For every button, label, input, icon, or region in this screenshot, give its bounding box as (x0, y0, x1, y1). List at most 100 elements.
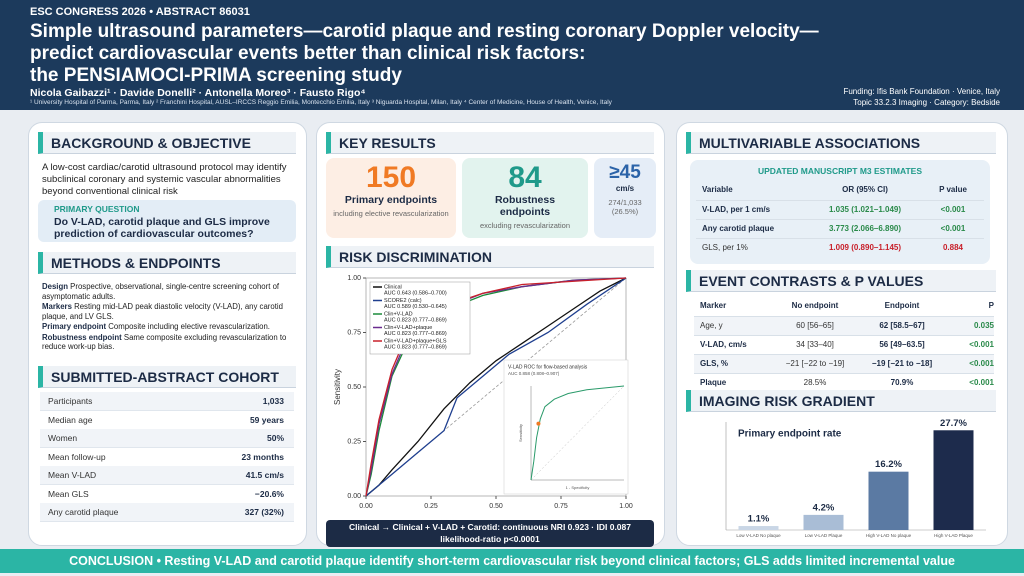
card-number: 84 (508, 161, 542, 194)
bar-chart: Primary endpoint rate 1.1% Low V-LAD No pl… (725, 418, 986, 538)
table-cell: 1.009 (0.890–1.145) (828, 243, 902, 252)
cohort-row: Participants 1,033 (40, 392, 294, 411)
result-card: 84 Robustness endpoints excluding revascul… (462, 158, 588, 238)
category-label: High V-LAD Plaque (934, 533, 973, 538)
bar (868, 471, 909, 530)
affiliations: ¹ University Hospital of Parma, Parma, I… (30, 99, 612, 106)
table-cell: <0.001 (969, 359, 994, 368)
table-cell: 0.035 (973, 321, 994, 330)
cohort-row: Mean V-LAD 41.5 cm/s (40, 466, 294, 485)
table-row-bg (694, 354, 994, 373)
x-tick-label: 0.25 (424, 503, 438, 510)
cohort-table: Participants 1,033 Median age 59 years Women… (40, 392, 294, 522)
table-header: P (988, 301, 994, 310)
inset-cutoff (536, 421, 541, 426)
table-row-bg (696, 219, 984, 238)
value-label: 4.2% (813, 502, 835, 513)
question: Do V-LAD, carotid plaque and GLS improve… (54, 216, 270, 240)
cohort-row: Median age 59 years (40, 410, 294, 430)
method-text: Composite including elective revasculari… (108, 322, 270, 331)
background-text: A low-cost cardiac/carotid ultrasound pr… (42, 162, 287, 197)
value-label: 1.1% (748, 514, 770, 525)
header: ESC CONGRESS 2026 • ABSTRACT 86031 Simpl… (0, 0, 1024, 110)
method-item: Design Prospective, observational, singl… (42, 282, 292, 301)
result-card: ≥45 cm/s 274/1,033 (26.5%) (594, 158, 656, 238)
legend-name: Clinical (384, 284, 402, 290)
table-row-bg (694, 373, 994, 392)
category-label: Low V-LAD Plaque (805, 533, 843, 538)
y-tick-label: 0.50 (347, 384, 361, 391)
caption-line: likelihood-ratio p<0.0001 (440, 534, 540, 544)
legend-auc: AUC 0.823 (0.777–0.869) (384, 317, 447, 323)
table-cell: 3.773 (2.066–6.890) (828, 224, 902, 233)
title-line: the PENSIAMOCI-PRIMA screening study (30, 65, 402, 86)
section-header: BACKGROUND & OBJECTIVE (38, 132, 296, 154)
legend-name: Clin+V-LAD+plaque+GLS (384, 338, 447, 344)
cohort-value: 1,033 (262, 396, 284, 406)
result-card: 150 Primary endpoints including elective r… (326, 158, 456, 238)
method-label: Primary endpoint (42, 322, 107, 331)
inset-subtitle: AUC 0.858 (0.808–0.907) (508, 371, 560, 376)
section-header: SUBMITTED-ABSTRACT COHORT (38, 366, 296, 388)
section-header: KEY RESULTS (326, 132, 654, 154)
bar (803, 514, 844, 530)
table-header: OR (95% CI) (842, 185, 888, 194)
table-cell: Any carotid plaque (702, 224, 775, 233)
x-tick-label: 0.00 (359, 503, 373, 510)
table-cell: 0.884 (942, 243, 964, 252)
topic: Topic 33.2.3 Imaging · Category: Bedside (853, 98, 1000, 107)
roc-curve (365, 277, 627, 497)
cohort-label: Women (48, 433, 78, 443)
cohort-value: 41.5 cm/s (245, 470, 284, 480)
table-row-bg (694, 335, 994, 354)
table-cell: V-LAD, per 1 cm/s (702, 205, 771, 214)
card-label: Primary endpoints (344, 194, 438, 206)
inset-curve (530, 385, 625, 481)
methods-list: Design Prospective, observational, singl… (42, 282, 292, 353)
cohort-value: 327 (32%) (244, 507, 284, 517)
table-cell: <0.001 (969, 378, 994, 387)
card-label: Robustness endpoints (494, 194, 556, 218)
card-number: ≥45 (609, 162, 641, 183)
table-header: P value (939, 185, 967, 194)
legend-name: SCORE2 (calc) (384, 298, 422, 304)
table-cell: −19 [−21 to −18] (871, 359, 933, 368)
question-box: PRIMARY QUESTION Do V-LAD, carotid plaqu… (38, 200, 296, 242)
y-tick-label: 1.00 (347, 275, 361, 282)
table-cell: <0.001 (969, 340, 994, 349)
section-header: MULTIVARIABLE ASSOCIATIONS (686, 132, 996, 154)
table-cell: 60 [56–65] (796, 321, 834, 330)
inset-y-label: Sensitivity (518, 424, 523, 442)
table-row-bg (696, 238, 984, 257)
cohort-row: Mean follow-up 23 months (40, 447, 294, 467)
cohort-value: 59 years (249, 414, 284, 425)
method-item: Primary endpoint Composite including ele… (42, 322, 292, 332)
cohort-row: Any carotid plaque 327 (32%) (40, 503, 294, 522)
table-header: Variable (702, 185, 733, 194)
cohort-value: 23 months (241, 451, 284, 462)
legend-auc: AUC 0.823 (0.777–0.869) (384, 331, 447, 337)
caption-line: Clinical → Clinical + V-LAD + Carotid: c… (349, 522, 631, 532)
y-tick-label: 0.75 (347, 329, 361, 336)
card-label: cm/s (615, 184, 635, 193)
cohort-row: Women 50% (40, 429, 294, 448)
roc-curve (365, 277, 627, 497)
cohort-label: Mean V-LAD (48, 470, 97, 480)
legend-auc: AUC 0.643 (0.586–0.700) (384, 290, 447, 296)
table-cell: 1.035 (1.021–1.049) (828, 205, 902, 214)
card-number: 150 (365, 161, 417, 194)
value-label: 27.7% (940, 418, 967, 429)
y-tick-label: 0.00 (347, 493, 361, 500)
card-note: 274/1,033 (26.5%) (608, 198, 642, 216)
cohort-label: Participants (48, 396, 93, 406)
congress: ESC CONGRESS 2026 • ABSTRACT 86031 (30, 6, 250, 18)
authors: Nicola Gaibazzi¹ · Davide Donelli² · Ant… (30, 87, 366, 99)
funding: Funding: Ifis Bank Foundation · Venice, … (843, 87, 1000, 96)
category-label: Low V-LAD No plaque (736, 533, 781, 538)
method-text: Same composite excluding revascularizati… (42, 332, 287, 352)
card-note: excluding revascularization (479, 221, 571, 230)
table-cell: −21 [−22 to −19] (785, 359, 845, 368)
card-note: including elective revascularization (333, 209, 449, 218)
conclusion-bar: CONCLUSION • Resting V-LAD and carotid p… (0, 549, 1024, 573)
section-header: IMAGING RISK GRADIENT (686, 390, 996, 412)
